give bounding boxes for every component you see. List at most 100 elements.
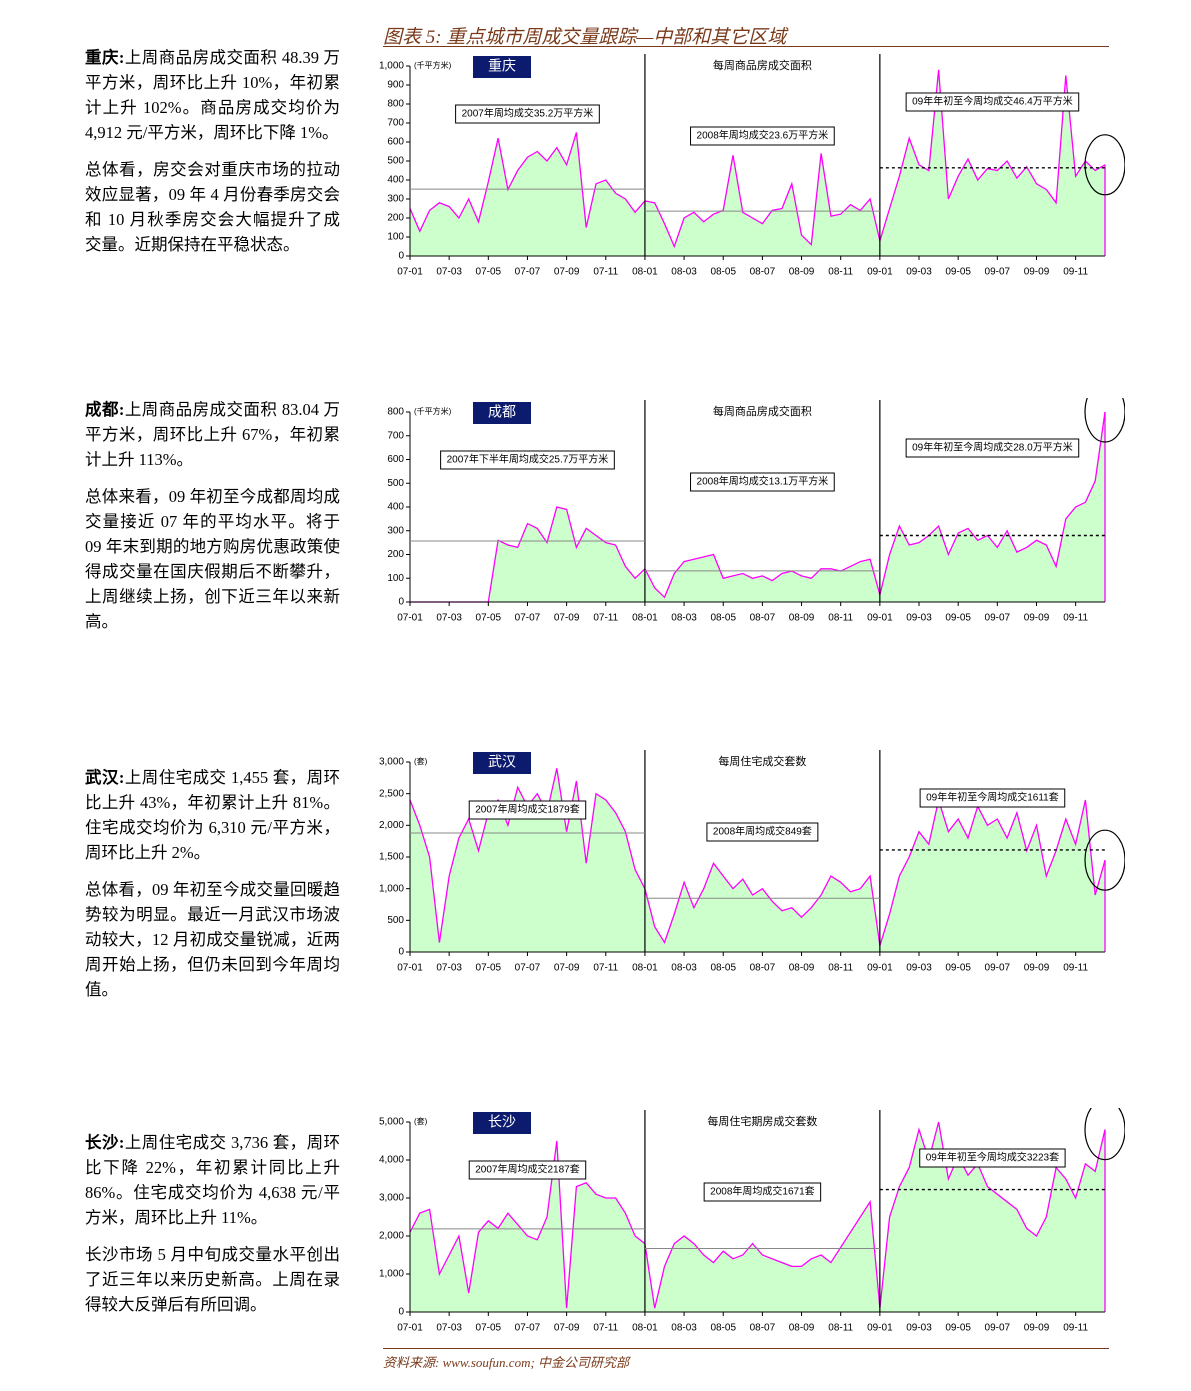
y-tick-label: 100 (387, 232, 404, 243)
y-tick-label: 500 (387, 156, 404, 167)
figure-title: 图表 5: 重点城市周成交量跟踪—中部和其它区域 (383, 27, 787, 48)
x-tick-label: 09-09 (1024, 963, 1050, 974)
y-tick-label: 2,000 (379, 1231, 404, 1242)
x-tick-label: 08-11 (828, 963, 853, 974)
x-tick-label: 08-09 (789, 1323, 815, 1334)
source-rule (383, 1348, 1109, 1349)
x-tick-label: 09-03 (906, 963, 932, 974)
x-tick-label: 09-01 (867, 613, 893, 624)
x-tick-label: 08-03 (671, 963, 697, 974)
x-tick-label: 08-01 (632, 613, 658, 624)
paragraph: 总体看，09 年初至今成交量回暖趋势较为明显。最近一月武汉市场波动较大，12 月… (85, 880, 340, 999)
city-badge (473, 402, 531, 424)
x-tick-label: 09-05 (945, 267, 971, 278)
x-tick-label: 08-07 (750, 613, 776, 624)
paragraph: 总体来看，09 年初至今成都周均成交量接近 07 年的平均水平。将于 09 年末… (85, 487, 340, 631)
x-tick-label: 07-05 (476, 963, 502, 974)
annotation-box (468, 1160, 587, 1180)
x-tick-label: 09-07 (985, 1323, 1011, 1334)
x-tick-label: 09-01 (867, 267, 893, 278)
line (409, 69, 1106, 249)
y-tick-label: 1,000 (379, 883, 404, 894)
section: 成都:上周商品房成交面积 83.04 万平方米，周环比上升 67%，年初累计上升… (85, 397, 340, 646)
x-tick-label: 09-01 (867, 1323, 893, 1334)
y-tick-label: 700 (387, 118, 404, 129)
x-tick-label: 07-03 (436, 1323, 462, 1334)
y-tick-label: 0 (398, 597, 404, 608)
x-tick-label: 07-09 (554, 963, 580, 974)
y-tick-label: 2,000 (379, 820, 404, 831)
x-tick-label: 09-09 (1024, 613, 1050, 624)
annotation-box (905, 92, 1080, 112)
line (409, 1121, 1106, 1309)
x-tick-label: 08-03 (671, 267, 697, 278)
x-tick-label: 07-09 (554, 1323, 580, 1334)
x-tick-label: 08-07 (750, 267, 776, 278)
x-tick-label: 08-11 (828, 1323, 853, 1334)
y-tick-label: 300 (387, 194, 404, 205)
y-axis-unit: (千平方米) (414, 60, 452, 70)
text: 上周住宅成交 1,455 套，周环比上升 43%，年初累计上升 81%。住宅成交… (85, 768, 340, 862)
y-tick-label: 0 (398, 947, 404, 958)
x-tick-label: 07-01 (397, 1323, 423, 1334)
x-tick-label: 08-05 (710, 963, 736, 974)
annotation-box (455, 104, 600, 124)
x-tick-label: 09-05 (945, 613, 971, 624)
city-lead: 成都: (85, 400, 125, 419)
annotation-box (440, 450, 615, 470)
x-tick-label: 09-11 (1063, 1323, 1088, 1334)
city-lead: 长沙: (85, 1133, 125, 1152)
annotation: 2007年下半年周均成交25.7万平方米 (447, 453, 609, 466)
text: 上周商品房成交面积 48.39 万平方米，周环比上升 10%，年初累计上升 10… (85, 48, 340, 142)
x-tick-label: 08-01 (632, 267, 658, 278)
area (410, 1122, 1105, 1312)
city-lead: 武汉: (85, 768, 125, 787)
x-tick-label: 07-07 (515, 613, 541, 624)
x-tick-label: 07-11 (593, 267, 618, 278)
x-tick-label: 08-07 (750, 963, 776, 974)
annotation: 09年年初至今周均成交28.0万平方米 (912, 441, 1073, 454)
y-tick-label: 3,000 (379, 757, 404, 768)
city-badge (473, 1112, 531, 1134)
x-tick-label: 08-03 (671, 1323, 697, 1334)
annotation: 2008年周均成交13.1万平方米 (697, 475, 829, 488)
x-tick-label: 09-11 (1063, 613, 1088, 624)
city-name: 长沙 (488, 1114, 516, 1130)
area (410, 768, 1105, 952)
x-tick-label: 09-01 (867, 963, 893, 974)
annotation: 2007年周均成交2187套 (475, 1163, 580, 1176)
x-tick-label: 07-03 (436, 613, 462, 624)
y-tick-label: 0 (398, 1307, 404, 1318)
annotation: 2008年周均成交1671套 (710, 1185, 815, 1198)
x-tick-label: 07-03 (436, 963, 462, 974)
y-tick-label: 200 (387, 213, 404, 224)
highlight-circle (1084, 1108, 1125, 1161)
chart: 0 100 200 300 400 500 600 700 800 900 1,000 07-01 07… (379, 54, 1125, 278)
y-tick-label: 2,500 (379, 788, 404, 799)
x-tick-label: 09-09 (1024, 267, 1050, 278)
city-badge (473, 752, 531, 774)
highlight-circle (1084, 134, 1125, 196)
x-tick-label: 09-11 (1063, 963, 1088, 974)
x-tick-label: 08-09 (789, 963, 815, 974)
paragraph: 成都:上周商品房成交面积 83.04 万平方米，周环比上升 67%，年初累计上升… (85, 397, 340, 472)
chart: 0 1,000 2,000 3,000 4,000 5,000 07-01 07-03 07-0… (379, 1108, 1125, 1334)
x-tick-label: 07-05 (476, 1323, 502, 1334)
highlight-circle (1084, 398, 1125, 443)
paragraph: 长沙:上周住宅成交 3,736 套，周环比下降 22%，年初累计同比上升 86%… (85, 1130, 340, 1230)
annotation-box (703, 1182, 822, 1202)
y-tick-label: 500 (387, 478, 404, 489)
y-tick-label: 1,000 (379, 1269, 404, 1280)
y-tick-label: 5,000 (379, 1117, 404, 1128)
text: 上周商品房成交面积 83.04 万平方米，周环比上升 67%，年初累计上升 11… (85, 400, 340, 469)
annotation: 2008年周均成交23.6万平方米 (697, 129, 829, 142)
y-tick-label: 600 (387, 454, 404, 465)
x-tick-label: 08-03 (671, 613, 697, 624)
x-tick-label: 08-05 (710, 613, 736, 624)
chart-subtitle: 每周商品房成交面积 (713, 404, 812, 418)
highlight-circle (1084, 829, 1125, 891)
x-tick-label: 09-07 (985, 267, 1011, 278)
x-tick-label: 09-07 (985, 963, 1011, 974)
y-tick-label: 900 (387, 80, 404, 91)
